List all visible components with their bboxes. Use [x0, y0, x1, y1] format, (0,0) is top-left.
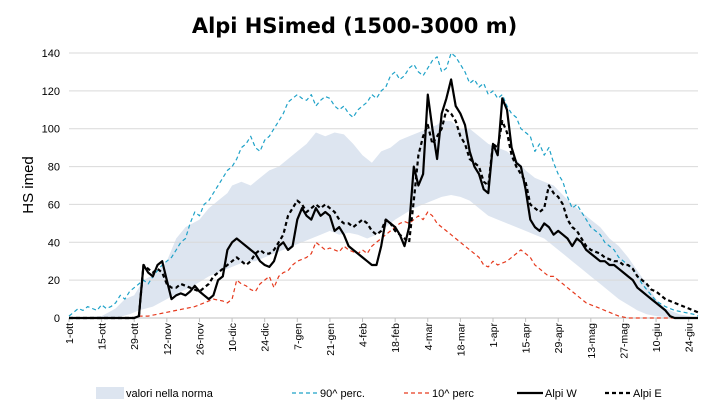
- series-line-90-perc-: [68, 52, 699, 317]
- legend-label: 10^ perc: [432, 388, 474, 400]
- series-line-alpi-w: [69, 78, 698, 320]
- y-tick-label: 120: [42, 86, 60, 98]
- x-tick-label: 12-nov: [162, 322, 174, 355]
- y-axis-label: HS imed: [20, 156, 37, 214]
- x-tick-label: 7-gen: [292, 323, 304, 350]
- y-tick-label: 0: [54, 313, 60, 325]
- legend-label: 90^ perc.: [320, 388, 365, 400]
- legend-swatch-band: [96, 387, 124, 399]
- y-tick-label: 140: [42, 48, 60, 60]
- x-tick-label: 29-apr: [553, 323, 565, 354]
- x-tick-label: 4-feb: [358, 323, 370, 347]
- x-tick-label: 18-mar: [455, 323, 467, 357]
- x-tick-label: 29-ott: [129, 323, 141, 350]
- x-tick-label: 13-mag: [586, 323, 598, 359]
- x-tick-label: 1-ott: [64, 323, 76, 344]
- x-tick-label: 26-nov: [194, 322, 206, 355]
- x-tick-label: 18-feb: [390, 323, 402, 353]
- series-line-10-perc: [69, 211, 698, 319]
- y-tick-label: 20: [48, 275, 60, 287]
- x-tick-label: 27-mag: [618, 323, 630, 359]
- x-tick-label: 24-giu: [684, 323, 696, 352]
- normal-range-band: [69, 121, 698, 318]
- x-tick-label: 1-apr: [488, 323, 500, 348]
- x-tick-label: 15-ott: [97, 323, 109, 350]
- x-tick-label: 24-dic: [260, 323, 272, 352]
- x-tick-label: 10-giu: [651, 323, 663, 352]
- legend-label: valori nella norma: [126, 388, 214, 400]
- y-tick-label: 100: [42, 124, 60, 136]
- x-tick-label: 21-gen: [325, 323, 337, 356]
- y-tick-label: 60: [48, 199, 60, 211]
- legend-label: Alpi W: [545, 388, 577, 400]
- y-tick-label: 80: [48, 162, 60, 174]
- x-tick-label: 15-apr: [521, 323, 533, 354]
- series-line-alpi-e: [69, 108, 699, 320]
- x-tick-label: 4-mar: [423, 322, 435, 350]
- chart-title: Alpi HSimed (1500-3000 m): [191, 14, 518, 38]
- legend-label: Alpi E: [633, 388, 662, 400]
- x-tick-label: 10-dic: [227, 323, 239, 352]
- y-tick-label: 40: [48, 237, 60, 249]
